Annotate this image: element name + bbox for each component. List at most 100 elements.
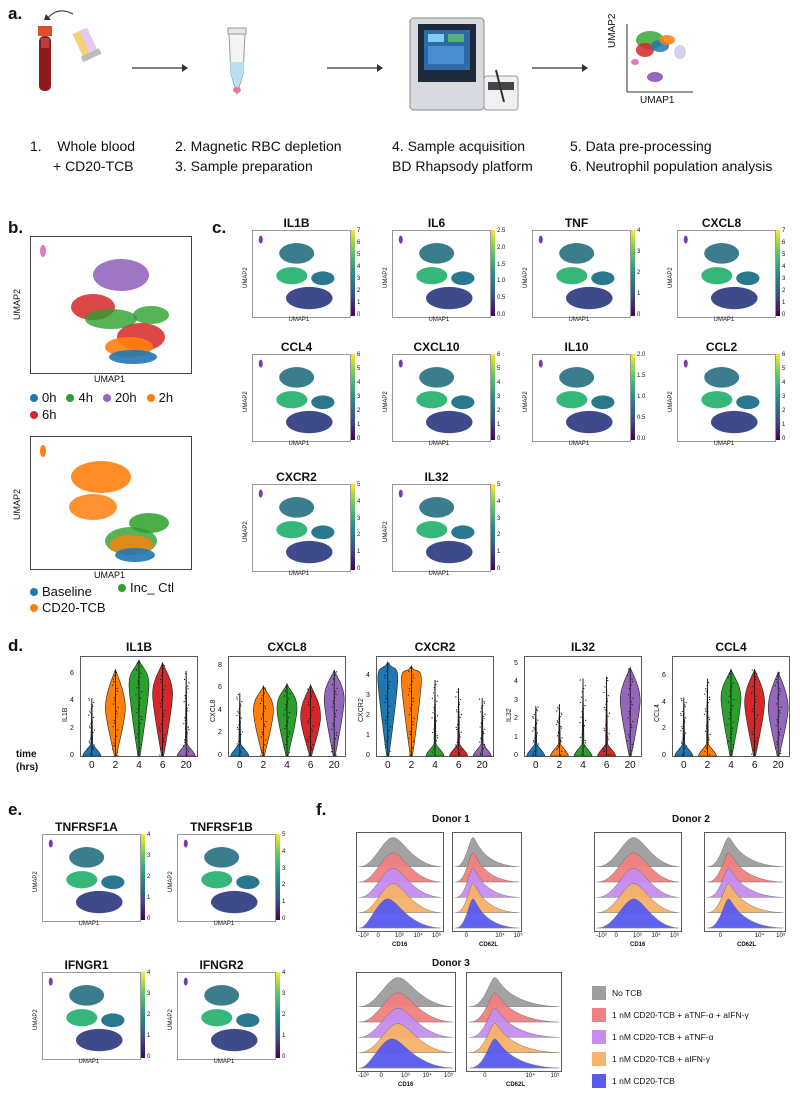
step-2-line1: 2. Magnetic RBC depletion xyxy=(175,138,342,154)
jitter-point xyxy=(159,754,161,756)
jitter-point xyxy=(92,731,94,733)
jitter-point xyxy=(585,699,587,701)
jitter-point xyxy=(483,715,485,718)
cluster-bottom xyxy=(425,540,473,564)
jitter-point xyxy=(483,732,485,734)
y-tick: 4 xyxy=(70,697,74,705)
jitter-point xyxy=(556,710,558,712)
jitter-point xyxy=(484,728,486,730)
x-tick: 2 xyxy=(408,760,415,771)
jitter-point xyxy=(681,726,683,728)
jitter-point xyxy=(89,753,91,755)
donor-1-title: Donor 1 xyxy=(432,814,470,825)
cluster-mid xyxy=(416,391,448,409)
y-tick: 4 xyxy=(514,678,518,686)
jitter-point xyxy=(478,698,481,700)
jitter-point xyxy=(755,740,757,742)
jitter-point xyxy=(141,718,143,721)
colorbar-tick: 5 xyxy=(357,252,361,258)
jitter-point xyxy=(775,678,778,681)
jitter-point xyxy=(409,733,412,735)
time-label: time xyxy=(16,749,37,760)
jitter-point xyxy=(709,698,711,701)
legend-dot xyxy=(30,410,38,419)
violin-title: IL32 xyxy=(570,640,595,654)
legend-label: 0h xyxy=(42,390,57,405)
legend-dot xyxy=(102,393,111,402)
flow-legend-item: 1 nM CD20-TCB + aTNF-α xyxy=(592,1026,749,1048)
jitter-point xyxy=(583,725,586,727)
jitter-point xyxy=(186,732,188,734)
jitter-point xyxy=(412,674,414,676)
feature-plot: TNFRSF1A 0 1 2 3 4 UMAP1 UMAP2 xyxy=(30,820,155,938)
cluster-top xyxy=(419,243,455,264)
feature-xlabel: UMAP1 xyxy=(78,921,100,927)
workflow-step-4: 5. Data pre-processing 6. Neutrophil pop… xyxy=(570,136,772,176)
legend-inc-ctl: Inc_ Ctl xyxy=(118,580,174,595)
cluster-right xyxy=(236,875,260,890)
cluster-bottom xyxy=(425,286,473,310)
feature-xlabel: UMAP1 xyxy=(78,1059,100,1065)
jitter-point xyxy=(408,714,411,716)
jitter-point xyxy=(332,747,334,749)
jitter-point xyxy=(780,728,782,730)
colorbar-tick: 0 xyxy=(147,916,151,922)
cluster-small xyxy=(258,235,263,244)
jitter-point xyxy=(751,753,753,755)
arrow-3 xyxy=(532,64,588,72)
jitter-point xyxy=(627,694,630,696)
colorbar-tick: 2 xyxy=(357,532,361,539)
colorbar-tick: 2 xyxy=(497,532,501,539)
feature-xlabel: UMAP1 xyxy=(213,921,235,927)
arrow-2 xyxy=(327,64,383,72)
flow-legend-item: 1 nM CD20-TCB xyxy=(592,1070,749,1092)
feature-plot-title: IL10 xyxy=(564,340,589,354)
umap-condition-plot xyxy=(30,436,192,570)
donor-3-title: Donor 3 xyxy=(432,958,470,969)
step-1-num: 1. xyxy=(30,138,42,154)
histogram-marker-label: CD16 xyxy=(392,942,408,948)
jitter-point xyxy=(117,729,119,731)
jitter-point xyxy=(631,701,633,703)
feature-plot-scatter xyxy=(398,235,475,310)
jitter-point xyxy=(533,741,535,743)
jitter-point xyxy=(603,706,606,709)
colorbar-tick: 4 xyxy=(637,228,641,234)
jitter-point xyxy=(187,710,189,712)
feature-plot-title: IFNGR2 xyxy=(199,958,244,972)
step-4-line1: 5. Data pre-processing xyxy=(570,138,712,154)
feature-plot: IL1B 0 1 2 3 4 5 6 7 UMAP1 UMAP2 xyxy=(240,216,365,334)
jitter-point xyxy=(335,691,337,693)
colorbar-tick: 7 xyxy=(782,228,786,234)
feature-plot: TNF 0 1 2 3 4 UMAP1 UMAP2 xyxy=(520,216,645,334)
jitter-point xyxy=(460,713,463,716)
jitter-point xyxy=(536,710,538,712)
jitter-point xyxy=(728,695,730,697)
jitter-point xyxy=(409,754,411,756)
cluster-mid xyxy=(416,521,448,539)
jitter-point xyxy=(188,682,190,684)
histogram-trace xyxy=(469,1038,559,1069)
jitter-point xyxy=(187,726,189,728)
colorbar xyxy=(491,354,495,440)
jitter-point xyxy=(187,751,190,753)
jitter-point xyxy=(680,699,683,701)
x-tick: 4 xyxy=(728,760,734,771)
feature-plot-scatter xyxy=(683,359,760,434)
jitter-point xyxy=(628,734,630,736)
cluster-bottom xyxy=(285,286,333,310)
jitter-point xyxy=(432,712,434,714)
colorbar xyxy=(141,972,145,1058)
histogram-x-tick: 10³ xyxy=(401,1073,410,1079)
histogram-x-tick: -10³ xyxy=(358,1073,369,1079)
jitter-point xyxy=(287,735,289,738)
x-tick: 2 xyxy=(260,760,267,771)
jitter-point xyxy=(186,707,188,709)
colorbar-tick: 2 xyxy=(357,408,361,414)
jitter-point xyxy=(335,732,337,734)
histogram-x-tick: 10⁴ xyxy=(413,933,423,939)
jitter-point xyxy=(581,711,583,713)
feature-plot-scatter xyxy=(258,359,335,434)
jitter-point xyxy=(385,670,387,672)
jitter-point xyxy=(484,713,486,715)
